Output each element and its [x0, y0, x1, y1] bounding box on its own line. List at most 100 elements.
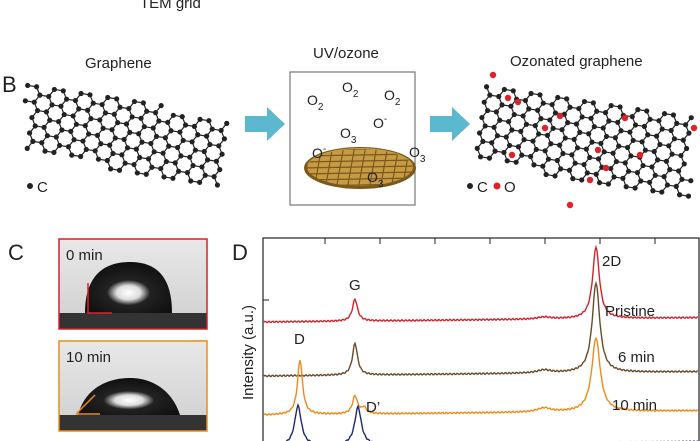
atom [676, 192, 683, 198]
oxygen [636, 151, 644, 159]
ticks [263, 238, 656, 301]
atom [509, 127, 515, 133]
atom [33, 84, 40, 90]
atom [531, 162, 537, 168]
atom [681, 161, 687, 167]
atom [97, 117, 103, 123]
atom [214, 182, 221, 188]
atom [72, 97, 79, 104]
molecule-base: O [409, 144, 420, 160]
atom [136, 131, 142, 137]
atom [150, 125, 156, 131]
atom [506, 119, 512, 125]
arrow [430, 107, 470, 141]
atom [24, 145, 30, 152]
atom [602, 110, 609, 116]
atom [78, 90, 84, 97]
atom [174, 144, 181, 151]
atom [117, 104, 123, 110]
oxygen [621, 114, 629, 122]
atom [177, 129, 183, 135]
atom [168, 128, 174, 134]
atom [497, 117, 503, 123]
plot-frame [262, 237, 700, 441]
atom [37, 92, 43, 98]
atom [540, 100, 546, 106]
atom [526, 106, 532, 112]
atom [78, 153, 84, 160]
atom [510, 88, 516, 94]
atom [547, 117, 553, 123]
atom [216, 143, 222, 149]
atom [30, 138, 36, 144]
atom [555, 94, 561, 101]
atom [503, 134, 509, 140]
atom [82, 123, 88, 129]
atom [76, 106, 82, 112]
atom [548, 141, 554, 147]
atom [213, 158, 220, 164]
atom [572, 160, 578, 166]
series-label: 6 min [618, 349, 655, 366]
atom [671, 136, 678, 142]
atom [116, 167, 123, 173]
atom [224, 120, 230, 126]
atom [53, 134, 59, 140]
middle-title: UV/ozone [313, 45, 379, 62]
mesh-line [368, 149, 378, 187]
atom [666, 143, 672, 149]
atom [486, 155, 493, 161]
atom [65, 144, 72, 150]
atom [51, 149, 57, 156]
atom [126, 105, 132, 112]
panel-label: C [8, 240, 24, 265]
atom [104, 157, 110, 164]
atom [187, 154, 193, 160]
atom [612, 135, 618, 141]
oxygen [556, 112, 564, 120]
atom [639, 139, 645, 145]
atom [160, 150, 166, 156]
molecule: O- [312, 144, 326, 161]
molecule: O- [373, 114, 387, 131]
atom [129, 114, 135, 120]
atom [483, 84, 490, 90]
atom [579, 114, 585, 120]
subscript: 3 [351, 135, 357, 146]
subscript: 2 [353, 89, 359, 100]
peak-label: G [349, 277, 361, 294]
atom [493, 109, 500, 115]
atom [596, 180, 603, 186]
subscript: 3 [420, 154, 426, 165]
oxygen [514, 98, 522, 106]
atom [138, 115, 144, 121]
atom [51, 86, 57, 93]
atom [615, 119, 621, 125]
atom [570, 176, 576, 182]
oxygen [504, 94, 512, 102]
atom [32, 123, 38, 129]
atom [664, 182, 671, 188]
atom [577, 129, 583, 135]
mesh-line [307, 165, 413, 169]
atom [634, 170, 641, 176]
atom [640, 162, 646, 169]
atom [92, 148, 98, 154]
atom [676, 168, 682, 174]
atom [595, 156, 602, 162]
spectra [263, 244, 699, 441]
atom [533, 146, 539, 153]
atom [590, 100, 596, 106]
panel-label: D [232, 240, 248, 265]
atom [158, 102, 164, 109]
atom [635, 107, 641, 113]
molecule-base: O [340, 125, 351, 141]
atom [188, 178, 194, 184]
atom [644, 108, 650, 114]
legend-dot [467, 183, 473, 189]
atom [617, 104, 623, 110]
atom [197, 116, 203, 122]
atom [133, 146, 139, 152]
